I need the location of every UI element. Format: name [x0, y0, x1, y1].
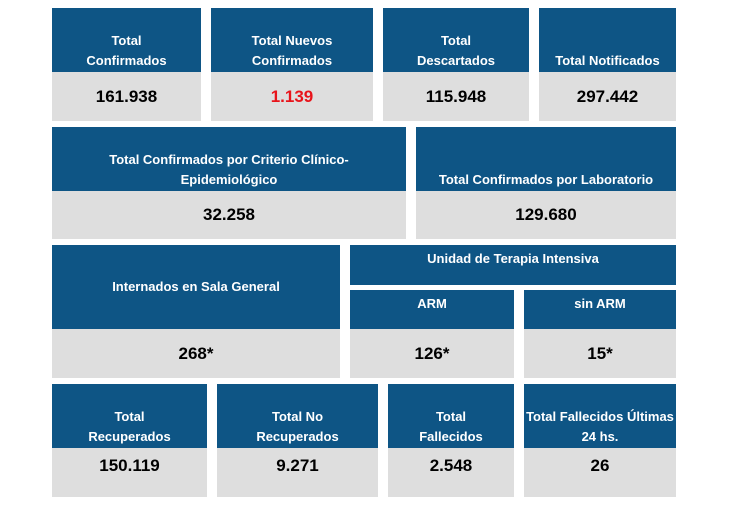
label-line: Recuperados — [88, 429, 171, 444]
laboratorio-header: Total Confirmados por Laboratorio — [416, 127, 676, 191]
total-fallecidos-value: 2.548 — [388, 448, 514, 497]
fallecidos-ultimas-24hs-value: 26 — [524, 448, 676, 497]
total-notificados-header: Total Notificados — [539, 8, 676, 72]
total-fallecidos-header: Total Fallecidos — [388, 384, 514, 448]
label-line: Total — [111, 33, 142, 48]
total-no-recuperados-header: Total No Recuperados — [217, 384, 378, 448]
arm-header: ARM — [350, 290, 514, 329]
total-confirmados-header: Total Confirmados — [52, 8, 201, 72]
label-line: Total Fallecidos Últimas — [526, 409, 674, 424]
total-descartados-value: 115.948 — [383, 72, 529, 121]
label-line: sin ARM — [574, 296, 626, 311]
label-line: Total Confirmados por Laboratorio — [438, 172, 654, 187]
total-nuevos-confirmados-header: Total Nuevos Confirmados — [211, 8, 373, 72]
label-line: Descartados — [416, 53, 496, 68]
label-line: Total — [435, 409, 467, 424]
label-line: Unidad de Terapia Intensiva — [427, 251, 599, 266]
label-line: Total — [114, 409, 145, 424]
arm-value: 126* — [350, 329, 514, 378]
label-line: Internados en Sala General — [112, 279, 280, 294]
criterio-clinico-header: Total Confirmados por Criterio Clínico- … — [52, 127, 406, 191]
criterio-clinico-value: 32.258 — [52, 191, 406, 239]
sala-general-value: 268* — [52, 329, 340, 378]
sin-arm-value: 15* — [524, 329, 676, 378]
label-line: Total Confirmados por Criterio Clínico- — [109, 152, 349, 167]
label-line: Total No — [271, 409, 324, 424]
total-notificados-value: 297.442 — [539, 72, 676, 121]
label-line: Confirmados — [86, 53, 167, 68]
label-line: Total Notificados — [555, 53, 660, 68]
total-nuevos-confirmados-value: 1.139 — [211, 72, 373, 121]
fallecidos-ultimas-24hs-header: Total Fallecidos Últimas 24 hs. — [524, 384, 676, 448]
label-line: Epidemiológico — [180, 172, 278, 187]
label-line: Total Nuevos — [251, 33, 333, 48]
total-confirmados-value: 161.938 — [52, 72, 201, 121]
laboratorio-value: 129.680 — [416, 191, 676, 239]
total-no-recuperados-value: 9.271 — [217, 448, 378, 497]
total-recuperados-header: Total Recuperados — [52, 384, 207, 448]
label-line: Total — [440, 33, 472, 48]
label-line: ARM — [417, 296, 447, 311]
total-descartados-header: Total Descartados — [383, 8, 529, 72]
label-line: Recuperados — [256, 429, 339, 444]
label-line: Confirmados — [251, 53, 333, 68]
label-line: 24 hs. — [581, 429, 619, 444]
sin-arm-header: sin ARM — [524, 290, 676, 329]
total-recuperados-value: 150.119 — [52, 448, 207, 497]
sala-general-header: Internados en Sala General — [52, 245, 340, 329]
label-line: Fallecidos — [419, 429, 483, 444]
uti-header: Unidad de Terapia Intensiva — [350, 245, 676, 285]
